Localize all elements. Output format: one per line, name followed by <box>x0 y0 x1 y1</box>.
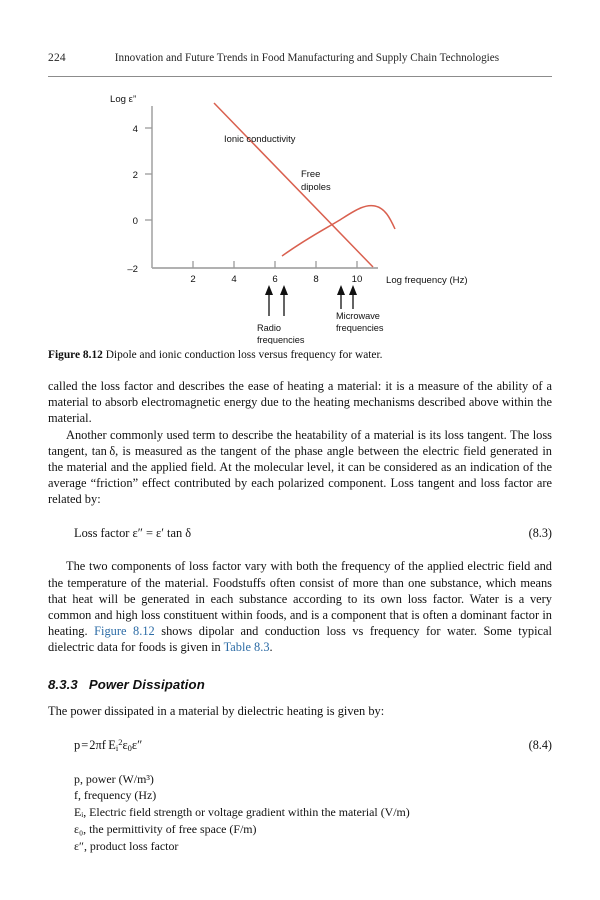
equation-8-4-number: (8.4) <box>528 737 552 752</box>
page-number: 224 <box>48 52 66 64</box>
nomenclature-item-e0: ε₀, the permittivity of free space (F/m) <box>74 822 257 837</box>
y-tick-label-2: 2 <box>133 170 138 181</box>
series-line-ionic-conductivity <box>213 102 374 268</box>
x-tick-label-2: 2 <box>190 274 195 285</box>
header-divider <box>48 76 552 77</box>
spacer <box>48 720 552 737</box>
paragraph-4: The power dissipated in a material by di… <box>48 704 385 719</box>
page-header: 224 Innovation and Future Trends in Food… <box>48 52 552 70</box>
annotation-microwave-line2: frequencies <box>336 323 384 333</box>
figure-caption-text: Dipole and ionic conduction loss versus … <box>105 349 383 361</box>
annotation-radio-line2: frequencies <box>257 335 305 344</box>
x-tick-label-4: 4 <box>231 274 237 285</box>
equation-8-4: p = 2πf Ei2ε0ε″ (8.4) <box>48 737 552 754</box>
running-head: Innovation and Future Trends in Food Man… <box>114 52 500 64</box>
paragraph-3-part3: . <box>269 640 273 655</box>
microwave-frequency-arrows <box>337 285 357 309</box>
equation-8-3-number: (8.3) <box>528 525 552 540</box>
annotation-microwave-line1: Microwave <box>336 311 380 321</box>
figure-chart-svg: 4 2 0 –2 2 4 6 8 10 Log ε” Log frequency… <box>110 94 468 344</box>
series-label-free-dipoles-line1: Free <box>301 168 320 179</box>
nomenclature-item-f: f, frequency (Hz) <box>74 788 157 803</box>
body-column: called the loss factor and describes the… <box>48 378 552 855</box>
figure-8-12: 4 2 0 –2 2 4 6 8 10 Log ε” Log frequency… <box>48 86 552 344</box>
figure-caption-label: Figure 8.12 <box>48 349 103 361</box>
link-table-8-3[interactable]: Table 8.3 <box>223 640 270 655</box>
x-tick-label-8: 8 <box>313 274 318 285</box>
paragraph-3-part2: shows dipolar and conduction loss vs fre… <box>48 624 552 655</box>
link-figure-8-12[interactable]: Figure 8.12 <box>94 624 155 639</box>
y-tick-label-0: 0 <box>133 216 138 227</box>
section-heading-8-3-3: 8.3.3 Power Dissipation <box>48 677 552 692</box>
x-tick-label-10: 10 <box>352 274 363 285</box>
section-number: 8.3.3 <box>48 677 78 693</box>
annotation-radio-line1: Radio <box>257 323 281 333</box>
paragraph-1: called the loss factor and describes the… <box>48 379 552 426</box>
equation-8-4-body: p = 2πf Ei2ε0ε″ <box>74 736 143 753</box>
x-tick-label-6: 6 <box>272 274 277 285</box>
y-tick-label-4: 4 <box>133 124 139 135</box>
spacer <box>48 692 552 703</box>
nomenclature-item-p: p, power (W/m³) <box>74 771 154 786</box>
series-label-ionic-conductivity: Ionic conductivity <box>224 133 296 144</box>
nomenclature-list: p, power (W/m³) f, frequency (Hz) Eᵢ, El… <box>48 771 552 856</box>
section-title: Power Dissipation <box>88 677 205 693</box>
y-tick-label-neg2: –2 <box>127 264 138 275</box>
equation-8-3-body: Loss factor ε″ = ε′ tan δ <box>74 525 192 540</box>
radio-frequency-arrows <box>265 285 288 316</box>
figure-caption: Figure 8.12 Dipole and ionic conduction … <box>48 348 552 363</box>
x-axis-title: Log frequency (Hz) <box>386 275 468 286</box>
nomenclature-item-ei: Eᵢ, Electric field strength or voltage g… <box>74 805 410 820</box>
equation-8-3: Loss factor ε″ = ε′ tan δ (8.3) <box>48 525 552 542</box>
series-curve-free-dipoles <box>281 204 396 257</box>
nomenclature-item-eps: ε″, product loss factor <box>74 839 179 854</box>
paragraph-3-part1: The two components of loss factor vary w… <box>48 559 552 639</box>
paragraph-2: Another commonly used term to describe t… <box>48 427 552 507</box>
y-axis-title: Log ε” <box>110 94 136 105</box>
spacer <box>48 541 552 558</box>
series-label-free-dipoles-line2: dipoles <box>301 181 331 192</box>
spacer <box>48 655 552 677</box>
spacer <box>48 508 552 525</box>
paragraph-3: The two components of loss factor vary w… <box>48 558 552 655</box>
spacer <box>48 754 552 771</box>
